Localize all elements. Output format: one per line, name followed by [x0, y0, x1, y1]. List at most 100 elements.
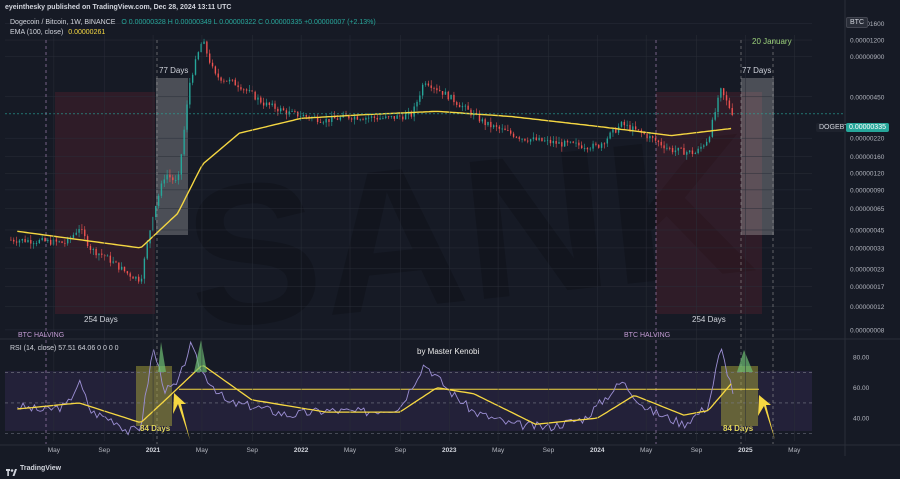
candle-body: [32, 243, 35, 245]
candle-body: [376, 117, 378, 120]
candle-body: [365, 117, 367, 120]
candle-body: [319, 121, 322, 123]
candle-body: [138, 276, 140, 282]
rsi-overbought-fill: [158, 342, 166, 372]
candle-body: [725, 95, 728, 101]
candle-body: [410, 112, 413, 117]
candle-body: [84, 229, 86, 237]
candle-body: [72, 234, 75, 239]
candle-body: [569, 141, 572, 143]
candle-body: [373, 116, 376, 118]
candle-body: [507, 130, 509, 131]
candle-body: [436, 88, 438, 91]
candle-body: [586, 148, 589, 150]
candle-body: [356, 116, 359, 120]
candle-body: [15, 241, 18, 243]
candle-body: [723, 88, 725, 96]
candle-body: [149, 230, 151, 244]
candle-body: [382, 118, 384, 119]
candle-body: [697, 148, 699, 154]
candle-body: [146, 243, 148, 259]
candle-body: [268, 102, 271, 106]
candle-body: [694, 153, 697, 155]
annotation-77-days-left: 77 Days: [159, 66, 189, 75]
candle-body: [197, 52, 200, 60]
candle-body: [120, 266, 123, 270]
time-tick-label: 2024: [590, 447, 605, 454]
candle-body: [368, 117, 370, 119]
candle-body: [714, 112, 716, 120]
candle-body: [612, 129, 614, 133]
candle-body: [620, 121, 623, 127]
candle-body: [717, 97, 719, 113]
candle-body: [583, 148, 586, 149]
candle-body: [370, 116, 373, 118]
candle-body: [78, 229, 80, 233]
candle-body: [336, 118, 339, 120]
candle-body: [546, 139, 549, 141]
candle-body: [339, 117, 342, 120]
rsi-overbought-fill: [194, 340, 207, 372]
candle-body: [260, 97, 262, 103]
time-tick-label: Sep: [395, 447, 407, 454]
candle-body: [143, 258, 146, 279]
candle-body: [626, 124, 628, 126]
time-tick-label: Sep: [543, 447, 555, 454]
candle-body: [512, 133, 515, 137]
symbol-title: Dogecoin / Bitcoin, 1W, BINANCE: [10, 19, 116, 26]
candle-body: [617, 126, 620, 133]
candle-body: [649, 136, 651, 139]
candle-body: [123, 266, 126, 272]
arrow-annotation-right: [758, 395, 775, 440]
candle-body: [194, 59, 197, 75]
price-tick-label: 0.00000017: [850, 284, 885, 291]
candle-body: [61, 241, 63, 243]
annotation-btc-halving-right: BTC HALVING: [624, 332, 671, 339]
candle-body: [629, 124, 631, 131]
candle-body: [49, 239, 52, 245]
candle-body: [549, 139, 552, 144]
annotation-254-days-left: 254 Days: [84, 315, 118, 324]
candle-body: [24, 239, 26, 243]
candle-body: [280, 108, 282, 112]
candle-body: [302, 115, 305, 117]
tradingview-logo-icon: [6, 464, 17, 476]
time-tick-label: 2021: [146, 447, 161, 454]
candle-body: [89, 246, 92, 250]
candle-body: [277, 108, 279, 112]
candle-body: [544, 140, 546, 142]
candle-body: [609, 132, 611, 139]
candle-body: [396, 115, 398, 119]
candle-body: [13, 239, 15, 242]
candle-body: [674, 150, 677, 153]
candle-body: [688, 150, 691, 153]
candle-body: [180, 154, 183, 175]
candle-body: [106, 255, 109, 257]
candle-body: [294, 111, 296, 113]
time-tick-label: Sep: [246, 447, 258, 454]
candle-body: [515, 136, 518, 138]
currency-badge[interactable]: BTC: [846, 17, 868, 28]
candle-body: [461, 106, 464, 108]
candle-body: [362, 119, 364, 121]
candle-body: [231, 79, 234, 81]
candle-body: [598, 144, 600, 148]
candle-body: [458, 104, 461, 108]
price-tick-label: 0.00001200: [850, 38, 885, 45]
time-tick-label: 2025: [738, 447, 753, 454]
candle-body: [166, 174, 168, 180]
candle-body: [132, 276, 134, 279]
arrow-annotation-left: [173, 393, 190, 440]
candle-body: [720, 88, 722, 98]
candle-body: [728, 100, 731, 109]
candle-body: [220, 77, 222, 81]
candle-body: [58, 241, 60, 243]
annotation-77-days-right: 77 Days: [742, 66, 772, 75]
candle-body: [177, 174, 180, 181]
candle-body: [157, 195, 160, 206]
candle-body: [379, 118, 381, 120]
candle-body: [172, 177, 174, 181]
candle-body: [333, 116, 336, 119]
candle-body: [563, 140, 566, 147]
